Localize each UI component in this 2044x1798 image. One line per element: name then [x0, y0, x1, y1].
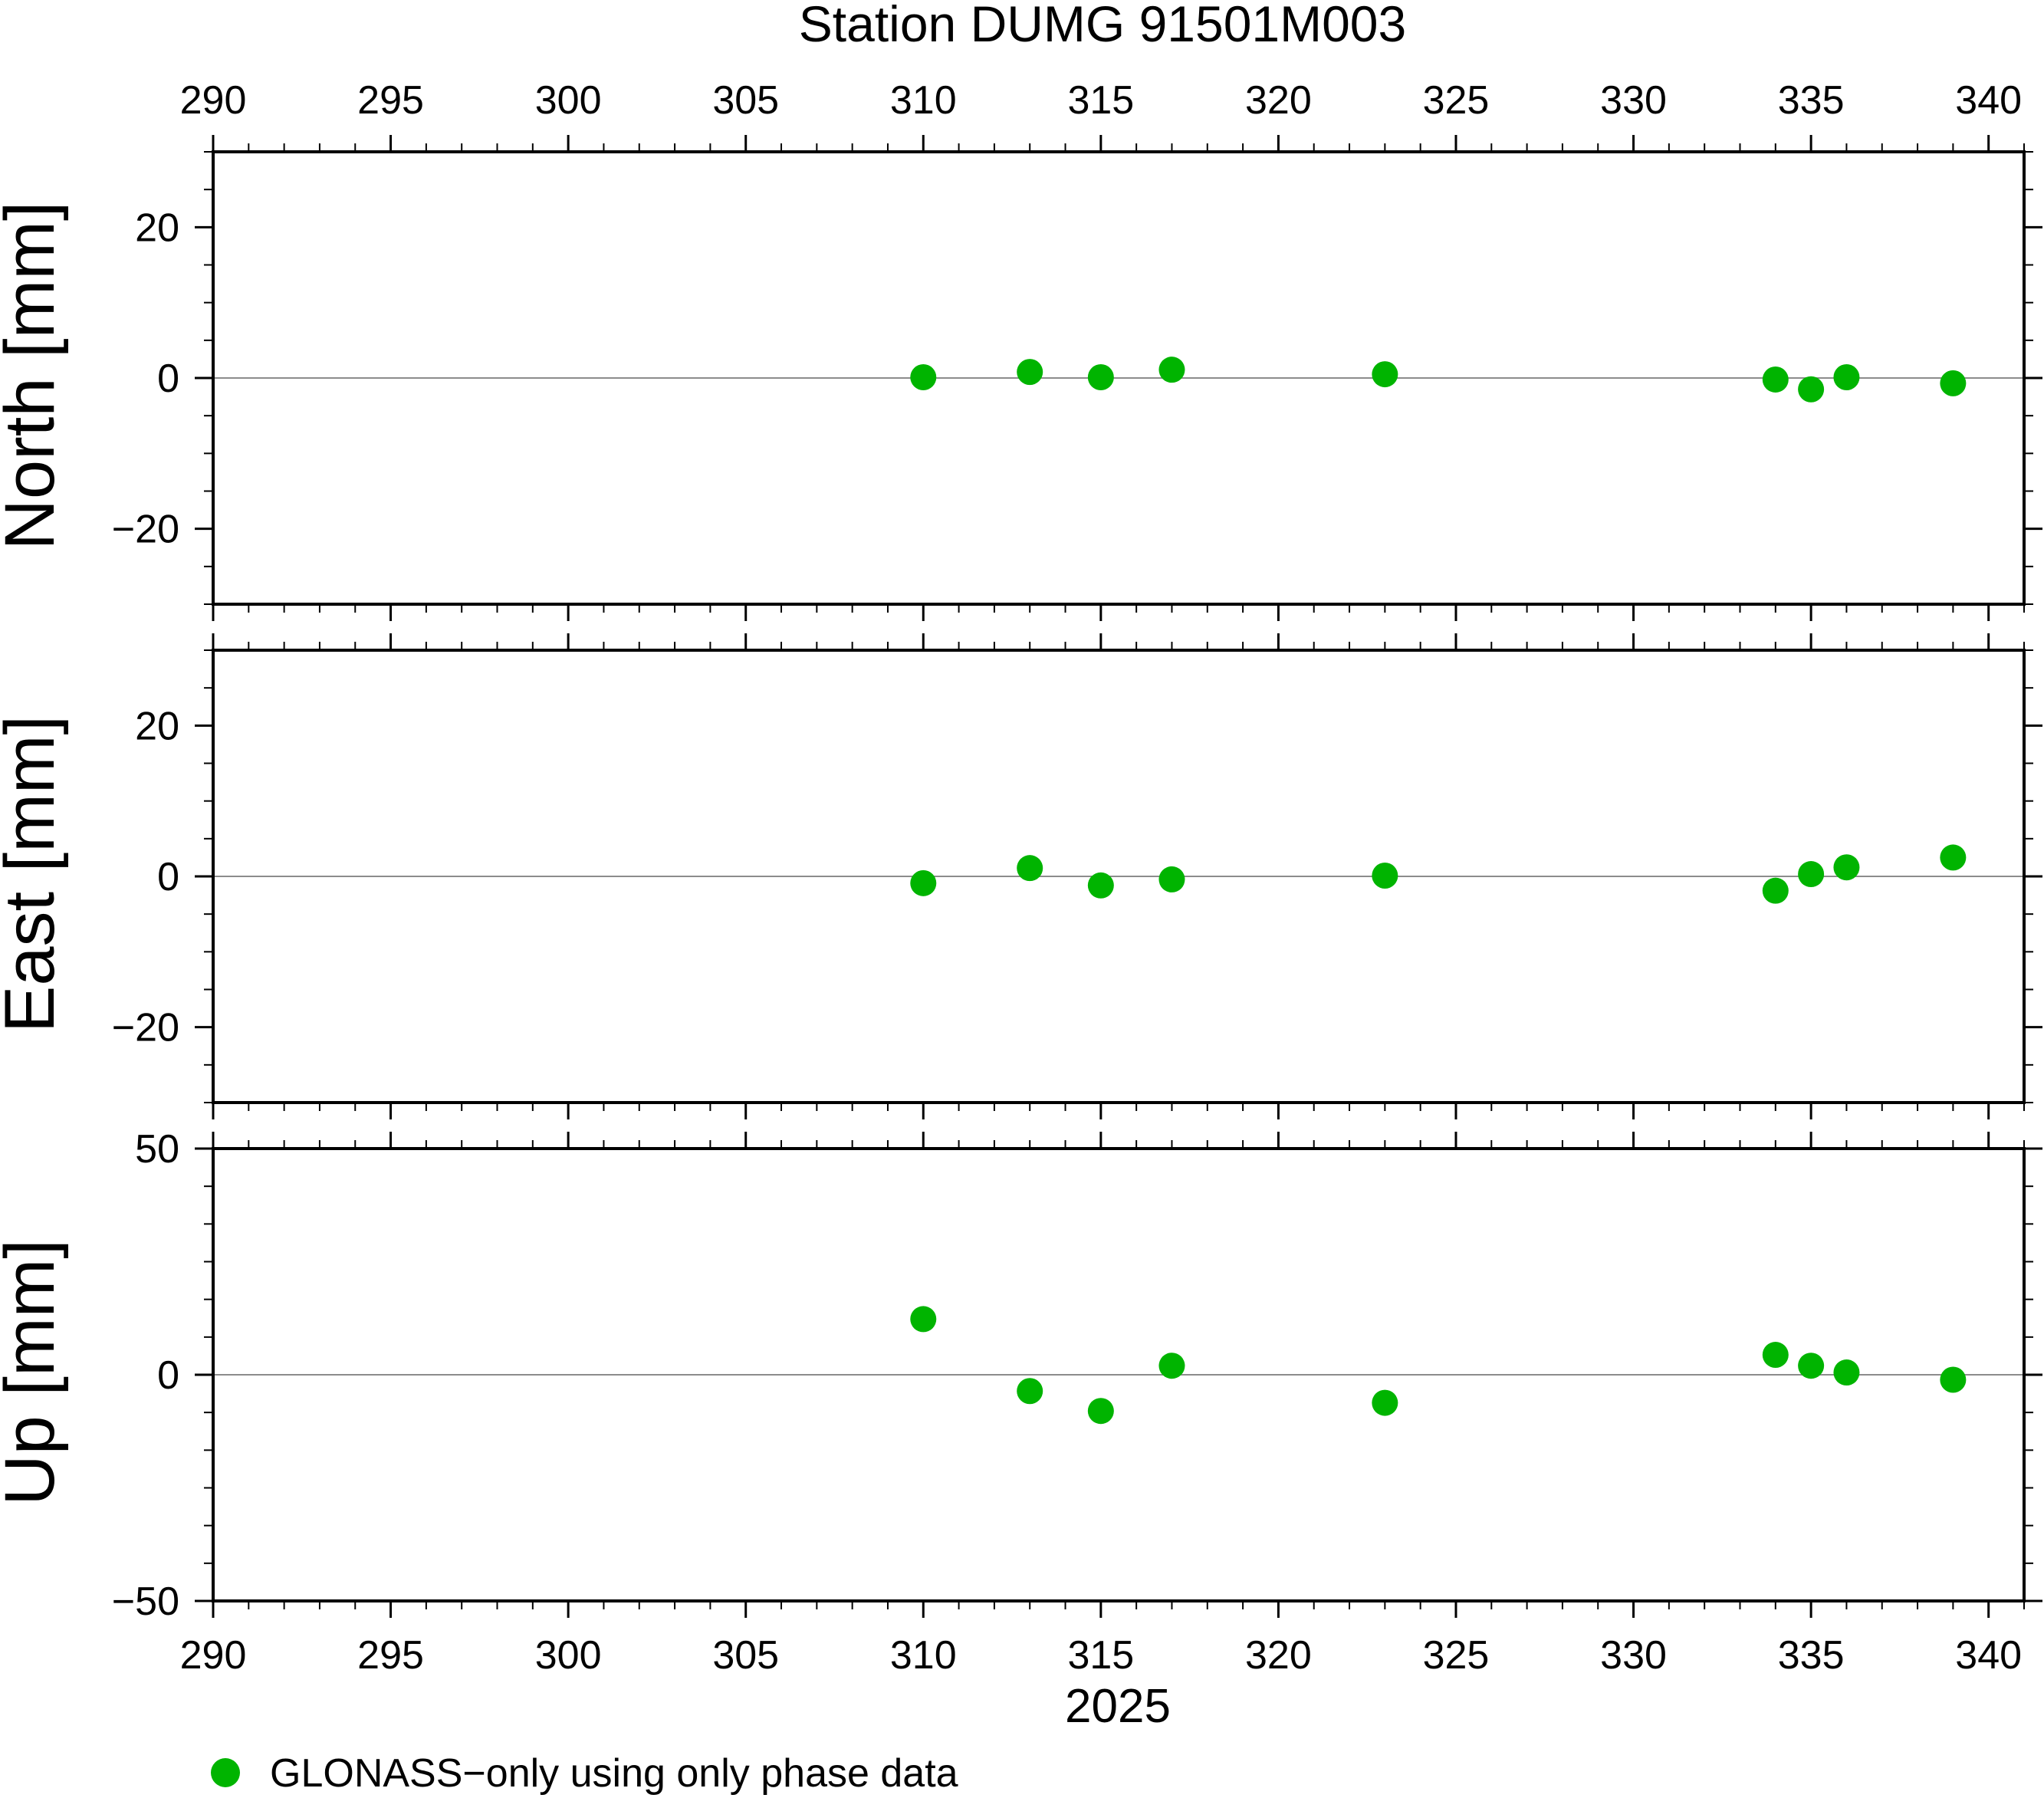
data-point — [1833, 854, 1860, 881]
bottom-x-tick-label: 320 — [1245, 1633, 1312, 1678]
data-point — [1762, 366, 1789, 393]
y-tick-label: 0 — [157, 1353, 179, 1398]
top-x-tick-label: 315 — [1067, 78, 1134, 123]
top-x-tick-label: 305 — [712, 78, 779, 123]
bottom-x-tick-label: 340 — [1955, 1633, 2022, 1678]
x-axis-label: 2025 — [1065, 1680, 1171, 1733]
y-axis-label: East [mm] — [0, 715, 69, 1033]
data-point — [1940, 844, 1967, 871]
data-point — [1158, 1353, 1185, 1379]
data-point — [910, 869, 937, 896]
panel-2: 20 0 −20 East [mm] — [0, 633, 2042, 1119]
data-point — [1372, 863, 1398, 889]
data-point — [1798, 376, 1825, 403]
data-point — [1087, 364, 1114, 391]
top-x-tick-label: 300 — [535, 78, 602, 123]
bottom-x-tick-label: 300 — [535, 1633, 602, 1678]
legend: GLONASS−only using only phase data — [211, 1751, 958, 1796]
panel-1: 20 0 −20 North [mm] — [0, 135, 2042, 621]
bottom-x-tick-label: 315 — [1067, 1633, 1134, 1678]
top-x-tick-label: 330 — [1600, 78, 1667, 123]
data-point — [1940, 370, 1967, 396]
chart-title: Station DUMG 91501M003 — [799, 0, 1406, 52]
panel-3: 50 0 −50 Up [mm] — [0, 1127, 2042, 1624]
y-tick-label: 20 — [135, 205, 179, 250]
bottom-x-tick-label: 325 — [1423, 1633, 1490, 1678]
data-point — [1158, 866, 1185, 892]
data-point — [1017, 855, 1043, 882]
data-point — [1372, 1389, 1398, 1416]
y-tick-label: −50 — [112, 1579, 179, 1624]
y-tick-label: −20 — [112, 1006, 179, 1050]
y-tick-label: 20 — [135, 704, 179, 748]
bottom-x-tick-label: 295 — [357, 1633, 424, 1678]
top-x-tick-label: 290 — [180, 78, 247, 123]
data-point — [1087, 872, 1114, 899]
data-point — [1833, 1359, 1860, 1386]
y-tick-label: 0 — [157, 855, 179, 899]
top-x-tick-label: 325 — [1423, 78, 1490, 123]
bottom-x-tick-label: 335 — [1778, 1633, 1845, 1678]
legend-marker — [211, 1758, 240, 1787]
data-point — [1798, 861, 1825, 888]
data-point — [1798, 1353, 1825, 1379]
y-axis-label: Up [mm] — [0, 1239, 69, 1506]
data-point — [1017, 1378, 1043, 1405]
data-point — [1158, 357, 1185, 383]
y-tick-label: 0 — [157, 357, 179, 401]
top-x-tick-label: 335 — [1778, 78, 1845, 123]
top-x-axis: 290 295 300 305 310 315 320 325 330 335 340 — [180, 78, 2022, 123]
bottom-x-tick-label: 310 — [890, 1633, 957, 1678]
bottom-x-tick-label: 330 — [1600, 1633, 1667, 1678]
bottom-x-tick-label: 305 — [712, 1633, 779, 1678]
y-tick-label: −20 — [112, 508, 179, 552]
top-x-tick-label: 295 — [357, 78, 424, 123]
bottom-x-tick-label: 290 — [180, 1633, 247, 1678]
data-point — [1762, 1342, 1789, 1369]
top-x-tick-label: 340 — [1955, 78, 2022, 123]
data-point — [1940, 1366, 1967, 1393]
y-tick-label: 50 — [135, 1127, 179, 1172]
bottom-x-axis: 290 295 300 305 310 315 320 325 330 335 340 — [180, 1633, 2022, 1678]
data-point — [1833, 364, 1860, 391]
data-point — [910, 1306, 937, 1333]
data-point — [1017, 359, 1043, 386]
legend-label: GLONASS−only using only phase data — [270, 1751, 958, 1796]
top-x-tick-label: 320 — [1245, 78, 1312, 123]
data-point — [1372, 361, 1398, 388]
data-point — [1087, 1398, 1114, 1425]
panels-layer: 20 0 −20 North [mm] 20 0 −20 East [mm] 50 0 −50 Up … — [0, 135, 2042, 1624]
top-x-tick-label: 310 — [890, 78, 957, 123]
data-point — [910, 364, 937, 391]
y-axis-label: North [mm] — [0, 202, 69, 551]
data-point — [1762, 877, 1789, 904]
